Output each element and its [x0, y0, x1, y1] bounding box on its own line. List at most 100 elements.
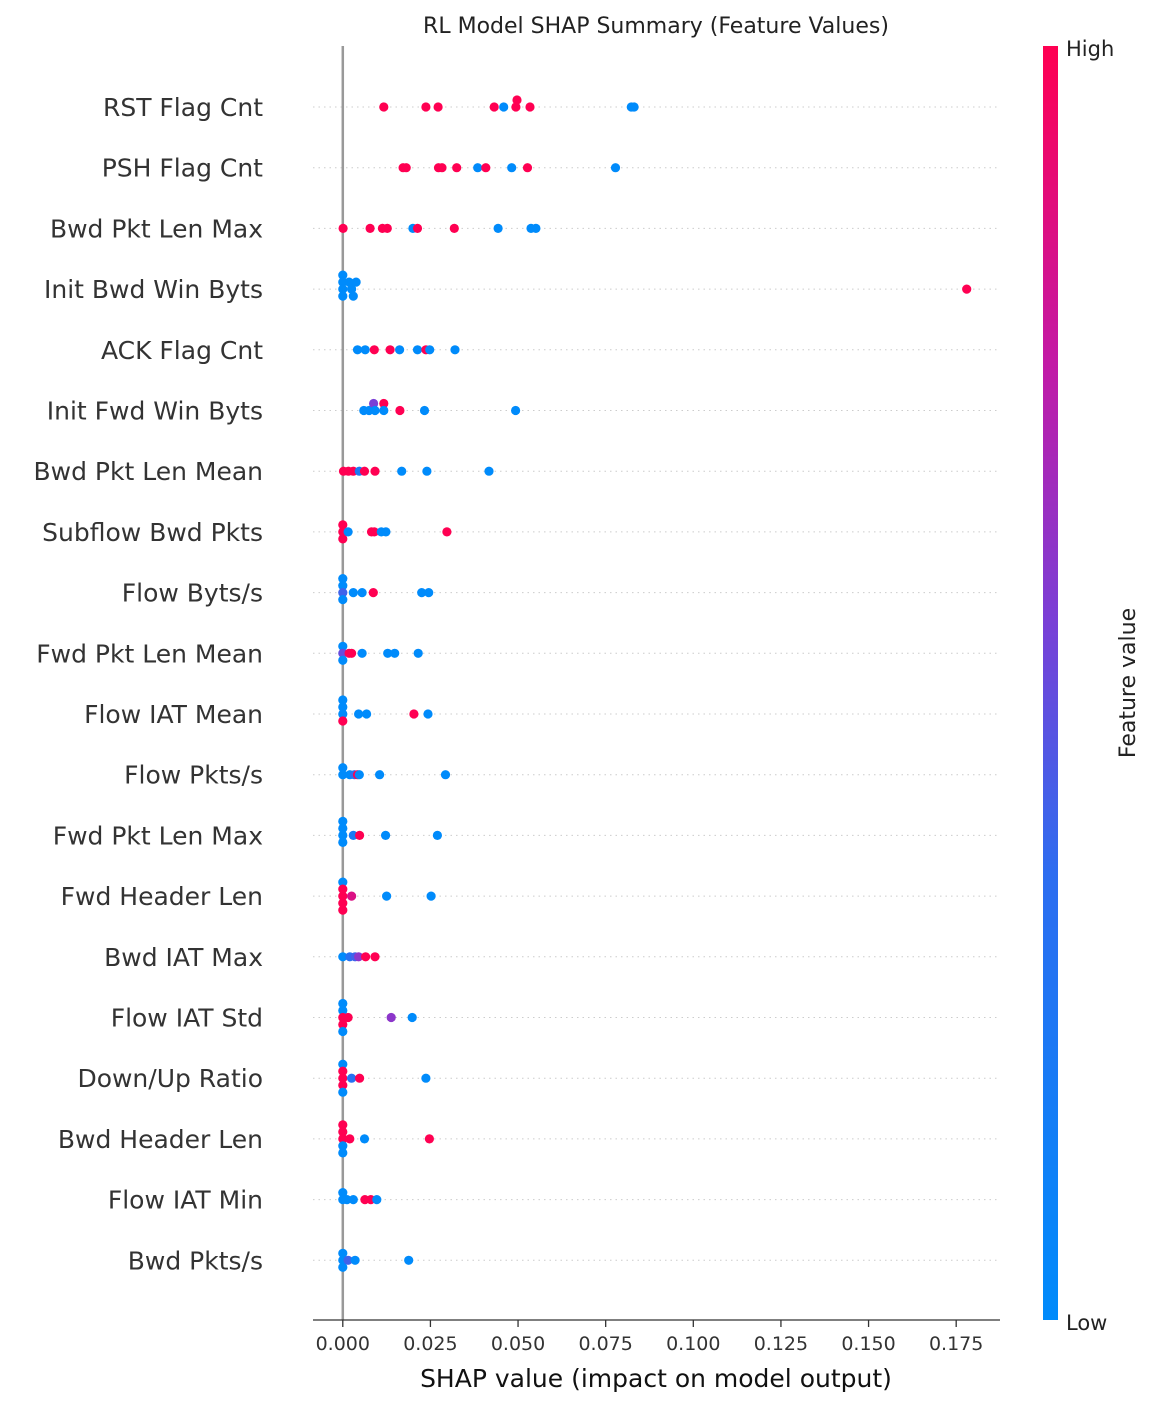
- feature-label: Bwd Pkt Len Mean: [34, 457, 264, 486]
- shap-point: [338, 1248, 348, 1258]
- shap-point: [629, 102, 639, 112]
- shap-point: [350, 1255, 360, 1265]
- shap-point: [385, 345, 395, 355]
- shap-point: [382, 223, 392, 233]
- shap-point: [493, 223, 503, 233]
- shap-point: [409, 709, 419, 719]
- shap-point: [449, 223, 459, 233]
- feature-label: Down/Up Ratio: [77, 1064, 263, 1093]
- shap-point: [369, 345, 379, 355]
- shap-point: [338, 763, 348, 773]
- shap-point: [531, 223, 541, 233]
- shap-point: [338, 1127, 348, 1137]
- x-tick-label: 0.075: [578, 1333, 632, 1355]
- shap-point: [359, 1134, 370, 1144]
- shap-point: [338, 641, 348, 651]
- shap-point: [338, 648, 348, 658]
- shap-point: [338, 905, 348, 915]
- x-tick-label: 0.100: [666, 1333, 720, 1355]
- colorbar: High Low Feature value: [1043, 37, 1141, 1335]
- shap-point: [450, 345, 460, 355]
- colorbar-low-label: Low: [1066, 1311, 1107, 1335]
- shap-point: [395, 345, 405, 355]
- feature-label: Subflow Bwd Pkts: [42, 518, 263, 547]
- shap-point: [484, 466, 494, 476]
- x-tick-label: 0.050: [491, 1333, 545, 1355]
- shap-point: [338, 891, 348, 901]
- shap-point: [425, 345, 435, 355]
- colorbar-title: Feature value: [1116, 608, 1141, 758]
- shap-point: [381, 830, 391, 841]
- shap-point: [338, 716, 348, 726]
- shap-point: [338, 284, 348, 294]
- shap-point: [338, 709, 348, 719]
- feature-label: Flow Byts/s: [122, 579, 263, 608]
- shap-point: [338, 520, 348, 530]
- shap-point: [452, 163, 462, 173]
- feature-label: RST Flag Cnt: [103, 93, 263, 122]
- x-tick-label: 0.175: [929, 1333, 983, 1355]
- feature-label: Fwd Pkt Len Max: [53, 821, 263, 850]
- feature-label: Bwd Pkt Len Max: [50, 214, 263, 243]
- shap-point: [338, 588, 348, 598]
- feature-rows: RST Flag Cnt PSH Flag Cnt Bwd Pkt Len Max I…: [34, 93, 1000, 1275]
- shap-point: [354, 952, 364, 962]
- shap-point: [419, 405, 430, 416]
- shap-point: [362, 709, 372, 719]
- x-tick-label: 0.150: [841, 1333, 895, 1355]
- shap-point: [338, 595, 348, 605]
- shap-point: [338, 1059, 348, 1069]
- shap-point: [351, 277, 361, 287]
- feature-label: Flow IAT Mean: [84, 700, 263, 729]
- feature-label: Bwd IAT Max: [104, 943, 263, 972]
- feature-label: Fwd Header Len: [61, 882, 263, 911]
- shap-point: [354, 770, 364, 780]
- shap-point: [481, 163, 491, 173]
- shap-point: [417, 588, 427, 598]
- shap-point: [338, 823, 348, 834]
- shap-point: [421, 1073, 431, 1083]
- x-tick-label: 0.125: [754, 1333, 808, 1355]
- shap-point: [338, 1188, 348, 1198]
- shap-point: [962, 284, 972, 294]
- shap-point: [338, 223, 348, 233]
- shap-point: [383, 648, 393, 658]
- shap-point: [510, 405, 521, 416]
- shap-point: [359, 466, 370, 476]
- shap-point: [395, 405, 405, 416]
- shap-point: [381, 527, 391, 537]
- shap-point: [397, 466, 407, 476]
- shap-point: [338, 574, 348, 584]
- shap-point: [512, 95, 522, 105]
- shap-point: [338, 1134, 348, 1144]
- shap-point: [370, 952, 380, 962]
- shap-point: [342, 1195, 352, 1205]
- shap-point: [343, 1012, 353, 1023]
- shap-point: [442, 527, 452, 537]
- shap-point: [379, 102, 389, 112]
- shap-point: [344, 277, 354, 287]
- shap-point: [354, 709, 364, 719]
- shap-point: [357, 588, 367, 598]
- shap-point: [432, 830, 442, 841]
- shap-point: [338, 1026, 348, 1037]
- shap-point: [338, 1141, 348, 1151]
- shap-point: [347, 648, 357, 658]
- shap-point: [338, 534, 348, 544]
- feature-label: Fwd Pkt Len Mean: [36, 639, 263, 668]
- shap-point: [338, 1080, 348, 1090]
- feature-label: Init Bwd Win Byts: [44, 275, 263, 304]
- shap-point: [355, 830, 365, 841]
- shap-point: [338, 291, 348, 301]
- shap-point: [433, 102, 443, 112]
- feature-label: PSH Flag Cnt: [102, 154, 263, 183]
- shap-point: [338, 581, 348, 591]
- shap-point: [348, 588, 358, 598]
- shap-point: [338, 1019, 348, 1030]
- shap-point: [404, 1255, 414, 1265]
- feature-label: ACK Flag Cnt: [101, 336, 263, 365]
- shap-point: [369, 527, 379, 537]
- shap-point: [338, 884, 348, 894]
- shap-point: [390, 648, 400, 658]
- shap-point: [360, 345, 370, 355]
